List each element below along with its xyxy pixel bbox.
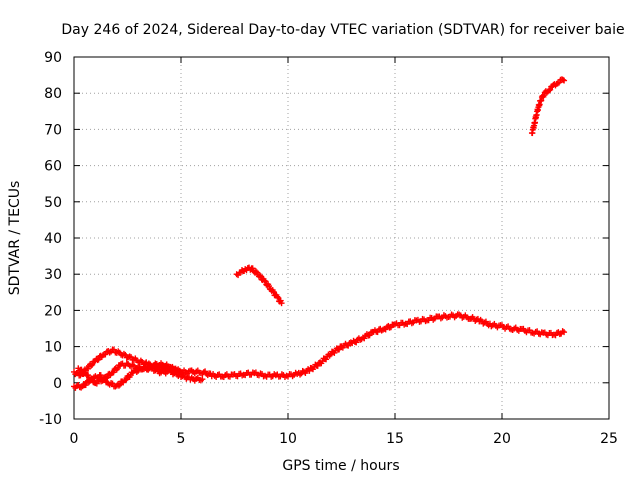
chart-title: Day 246 of 2024, Sidereal Day-to-day VTE… [61, 22, 624, 38]
data-point [257, 273, 264, 280]
data-point [178, 368, 184, 375]
y-tick-label: 20 [44, 303, 62, 319]
x-tick-labels: 0 5 10 15 20 25 [70, 431, 618, 447]
y-tick-label: -10 [39, 412, 62, 428]
data-point [104, 374, 111, 381]
data-point [336, 346, 343, 353]
y-tick-label: 10 [44, 340, 62, 356]
y-tick-label: 0 [53, 376, 62, 392]
data-point [89, 361, 96, 368]
series-hour-22-segment [528, 76, 568, 137]
data-point [89, 375, 96, 382]
x-tick-label: 15 [386, 431, 404, 447]
data-point [278, 300, 285, 307]
y-tick-labels: -10 0 10 20 30 40 50 60 70 80 90 [39, 50, 62, 428]
x-axis-label: GPS time / hours [282, 458, 399, 474]
data-point [538, 97, 545, 104]
data-point [266, 283, 273, 290]
data-point [274, 293, 281, 300]
data-point [561, 329, 568, 336]
data-point [122, 377, 129, 384]
y-tick-label: 30 [44, 267, 62, 283]
data-point [115, 382, 122, 389]
data-point [249, 265, 256, 272]
data-point [256, 272, 263, 279]
y-tick-label: 90 [44, 50, 62, 66]
data-point [546, 87, 553, 94]
data-point [84, 372, 91, 379]
y-axis-label: SDTVAR / TECUs [7, 181, 23, 296]
data-point [262, 278, 269, 285]
y-tick-label: 50 [44, 195, 62, 211]
y-tick-label: 80 [44, 86, 62, 102]
data-point [270, 288, 277, 295]
data-point [82, 382, 89, 389]
y-tick-label: 60 [44, 159, 62, 175]
y-tick-label: 70 [44, 122, 62, 138]
x-tick-label: 25 [600, 431, 618, 447]
data-point [199, 376, 206, 383]
data-point [95, 356, 102, 363]
data-point [110, 369, 117, 376]
data-point [123, 376, 130, 383]
data-point [78, 366, 85, 373]
data-point [97, 372, 104, 379]
x-tick-label: 0 [70, 431, 79, 447]
x-tick-label: 5 [177, 431, 186, 447]
data-point [323, 356, 330, 363]
data-point [561, 77, 568, 84]
grid-lines [74, 57, 609, 419]
series-main [71, 311, 568, 381]
x-tick-label: 20 [493, 431, 511, 447]
data-point [84, 365, 91, 372]
axis-ticks [73, 56, 610, 420]
y-tick-label: 40 [44, 231, 62, 247]
data-point [252, 268, 259, 275]
data-point [547, 86, 554, 93]
data-point [88, 362, 95, 369]
data-point [117, 381, 124, 388]
x-tick-label: 10 [279, 431, 297, 447]
series-upper-loop [75, 360, 184, 387]
data-point [314, 362, 321, 369]
data-series [71, 76, 568, 391]
series-hour-8-segment [233, 264, 285, 307]
